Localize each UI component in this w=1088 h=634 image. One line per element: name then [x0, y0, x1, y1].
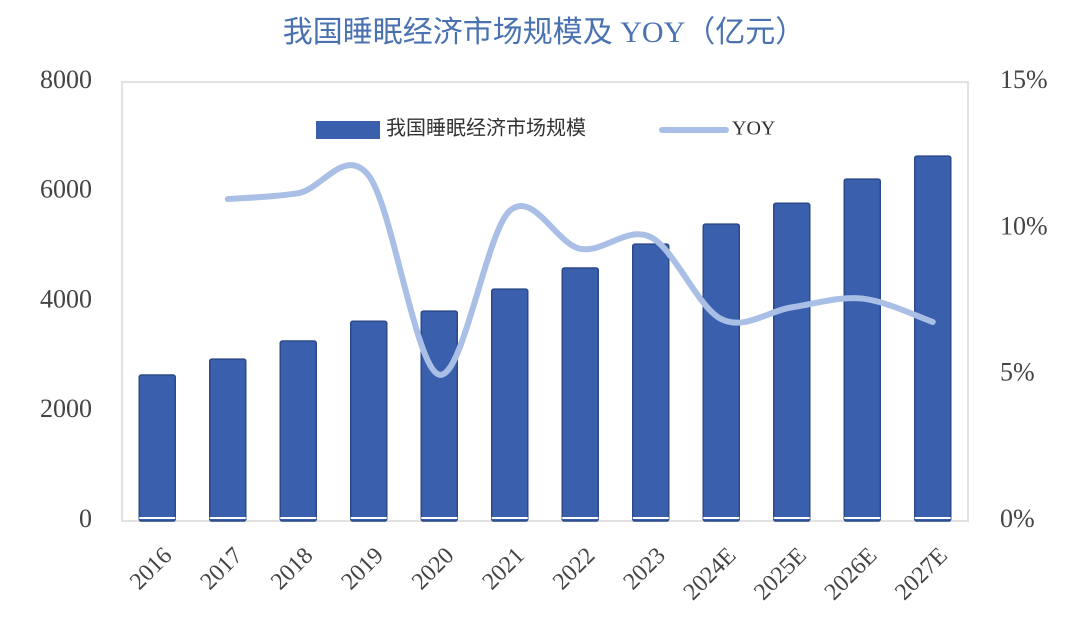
y2-tick-label: 5%: [1000, 358, 1035, 387]
x-tick-label: 2016: [125, 543, 177, 595]
bar: [350, 320, 388, 522]
line: [224, 162, 936, 378]
bar: [420, 310, 458, 522]
x-tick-label: 2018: [266, 543, 318, 595]
bar: [773, 202, 811, 522]
y-tick-label: 8000: [40, 65, 92, 94]
bar: [209, 358, 247, 522]
x-tick-label: 2021: [478, 543, 530, 595]
bar: [632, 243, 670, 522]
y-tick-label: 0: [79, 504, 92, 533]
y-tick-label: 2000: [40, 394, 92, 423]
plot-frame: [121, 81, 969, 522]
bar: [561, 267, 599, 522]
y-tick-label: 4000: [40, 284, 92, 313]
y2-tick-label: 15%: [1000, 65, 1048, 94]
legend-swatch: [316, 121, 380, 139]
x-tick-label: 2022: [548, 543, 600, 595]
y2-tick-label: 10%: [1000, 211, 1048, 240]
bar: [138, 374, 176, 522]
bar: [843, 178, 881, 522]
legend-label: 我国睡眠经济市场规模: [386, 117, 586, 140]
x-tick-label: 2023: [619, 543, 671, 595]
x-tick-label: 2019: [337, 543, 389, 595]
x-tick-label: 2017: [196, 543, 248, 595]
bar: [914, 155, 952, 522]
y2-tick-label: 0%: [1000, 504, 1035, 533]
x-tick-label: 2027E: [890, 543, 953, 606]
bar: [279, 340, 317, 522]
legend-label: YOY: [732, 118, 775, 140]
x-tick-label: 2026E: [820, 543, 883, 606]
bar: [702, 223, 740, 522]
bar: [491, 288, 529, 522]
x-tick-label: 2024E: [679, 543, 742, 606]
chart-title: 我国睡眠经济市场规模及 YOY（亿元）: [283, 16, 806, 49]
x-tick-label: 2020: [407, 543, 459, 595]
y-tick-label: 6000: [40, 175, 92, 204]
x-tick-label: 2025E: [749, 543, 812, 606]
